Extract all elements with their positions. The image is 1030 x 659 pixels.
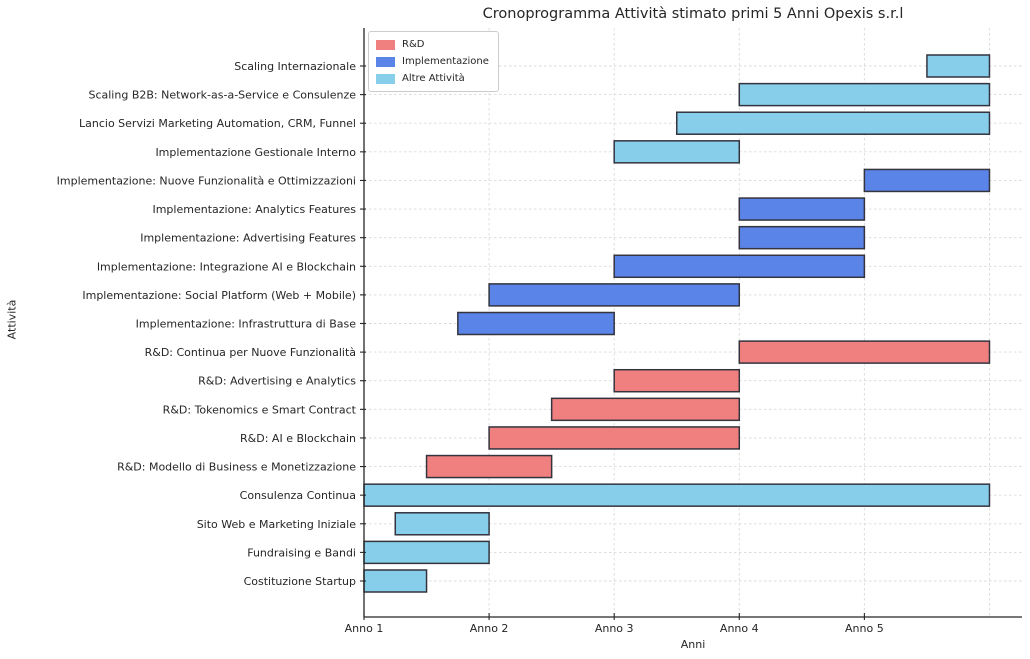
gantt-bar — [863, 168, 991, 193]
legend-item: Altre Attività — [376, 71, 489, 86]
y-tick-label: Implementazione: Infrastruttura di Base — [136, 318, 357, 331]
legend-item: R&D — [376, 37, 489, 52]
x-tick-label: Anno 2 — [470, 622, 509, 635]
gantt-bar — [363, 540, 490, 565]
gantt-bar — [613, 368, 741, 393]
gantt-bar — [675, 111, 991, 135]
y-tick-label: Implementazione: Analytics Features — [152, 203, 356, 216]
gantt-bar — [738, 340, 991, 364]
gantt-bar — [394, 512, 490, 536]
x-tick-label: Anno 3 — [595, 622, 634, 635]
y-tick-label: Scaling Internazionale — [234, 60, 356, 73]
gantt-bar — [488, 426, 741, 450]
y-tick-label: Implementazione Gestionale Interno — [155, 146, 356, 159]
y-tick-label: Implementazione: Advertising Features — [140, 232, 356, 245]
gantt-bar — [738, 197, 866, 221]
y-tick-label: Sito Web e Marketing Iniziale — [197, 518, 357, 531]
y-tick-label: Lancio Servizi Marketing Automation, CRM… — [79, 117, 356, 130]
gantt-bar — [457, 311, 615, 336]
gantt-bar — [363, 483, 991, 507]
gantt-bar — [550, 397, 741, 422]
gantt-bar — [363, 569, 428, 593]
y-tick-label: Consulenza Continua — [240, 489, 356, 502]
chart-title: Cronoprogramma Attività stimato primi 5 … — [482, 6, 904, 22]
y-tick-label: Implementazione: Nuove Funzionalità e Ot… — [57, 174, 356, 187]
x-tick-label: Anno 4 — [720, 622, 759, 635]
y-tick-label: R&D: Modello di Business e Monetizzazion… — [117, 461, 356, 474]
y-tick-label: R&D: Continua per Nuove Funzionalità — [145, 346, 356, 359]
legend-label: Implementazione — [402, 56, 489, 67]
x-tick-label: Anno 1 — [345, 622, 384, 635]
gantt-bar — [738, 225, 866, 250]
x-axis-label: Anni — [680, 638, 706, 651]
y-tick-label: Implementazione: Integrazione AI e Block… — [97, 260, 356, 273]
legend-swatch — [376, 56, 395, 67]
legend: R&D Implementazione Altre Attività — [368, 31, 499, 92]
y-tick-label: R&D: Tokenomics e Smart Contract — [163, 403, 357, 416]
legend-swatch — [376, 39, 395, 50]
gantt-bar — [613, 140, 741, 164]
legend-label: R&D — [402, 39, 425, 50]
y-tick-label: Costituzione Startup — [244, 575, 356, 588]
legend-item: Implementazione — [376, 54, 489, 69]
y-tick-label: R&D: AI e Blockchain — [240, 432, 356, 445]
gantt-bar — [488, 283, 741, 307]
gantt-bar — [425, 454, 553, 479]
legend-swatch — [376, 73, 395, 84]
gantt-bar — [613, 254, 866, 279]
y-tick-label: Implementazione: Social Platform (Web + … — [82, 289, 356, 302]
y-tick-label: R&D: Advertising e Analytics — [198, 375, 356, 388]
x-tick-label: Anno 5 — [845, 622, 884, 635]
legend-label: Altre Attività — [402, 73, 465, 84]
gantt-bar — [926, 54, 991, 78]
gantt-bar — [738, 82, 991, 107]
y-tick-label: Scaling B2B: Network-as-a-Service e Cons… — [88, 89, 356, 102]
y-tick-label: Fundraising e Bandi — [247, 546, 356, 559]
